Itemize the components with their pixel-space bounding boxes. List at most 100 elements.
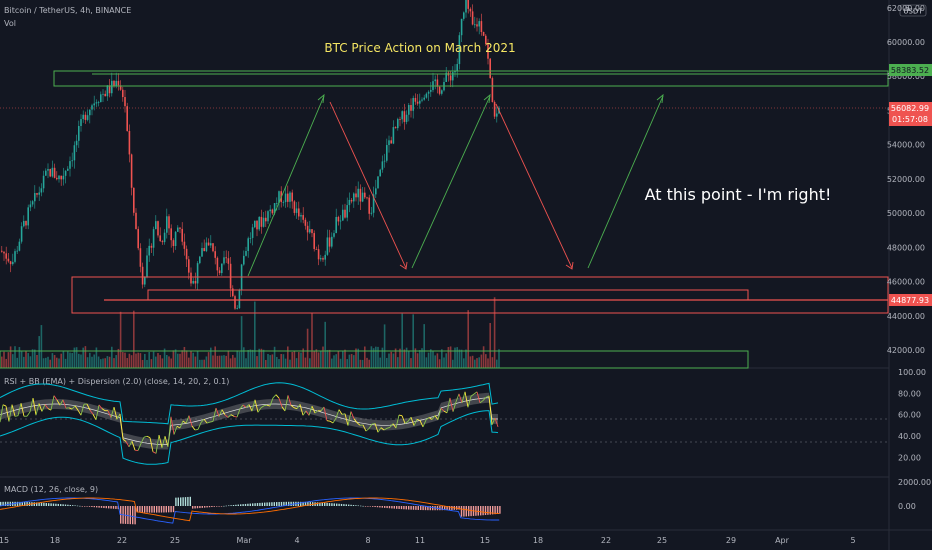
symbol-title[interactable]: Bitcoin / TetherUS, 4h, BINANCE: [4, 6, 131, 15]
candle-body: [454, 70, 456, 73]
macd-histogram-bar: [146, 506, 148, 513]
rsi-line-segment: [386, 426, 391, 429]
rsi-line-segment: [161, 436, 166, 448]
candle-body: [397, 119, 399, 129]
volume-bar: [489, 322, 491, 368]
rsi-line-segment: [179, 420, 184, 429]
rsi-line-segment: [464, 391, 469, 408]
candle-body: [89, 109, 91, 116]
volume-bar: [342, 351, 344, 368]
macd-histogram-bar: [463, 506, 465, 517]
resistance-price-tag: [889, 64, 932, 76]
macd-histogram-bar: [278, 501, 280, 506]
rsi-line-segment: [356, 422, 361, 426]
macd-histogram-bar: [266, 502, 268, 506]
currency-badge[interactable]: [899, 4, 927, 17]
volume-bar: [84, 346, 87, 368]
volume-bar: [16, 357, 18, 368]
volume-bar: [47, 356, 49, 368]
rsi-axis-tick: 80.00: [898, 389, 921, 398]
volume-bar: [133, 310, 135, 368]
volume-bar: [212, 355, 214, 368]
support-zone[interactable]: [71, 276, 889, 314]
time-axis-tick: 25: [657, 536, 667, 545]
candle-body: [456, 64, 458, 71]
candle-body: [419, 100, 421, 104]
volume-bar: [18, 347, 21, 368]
candle-body: [441, 90, 443, 94]
macd-histogram-bar: [242, 504, 244, 506]
macd-histogram-bar: [247, 503, 249, 506]
macd-histogram-bar: [91, 506, 93, 507]
candle-body: [179, 227, 181, 229]
price-axis-tick: 48000.00: [887, 243, 925, 252]
macd-histogram-bar: [348, 504, 350, 506]
rsi-line-segment: [434, 415, 439, 420]
rsi-line-segment: [416, 418, 421, 421]
candle-body: [49, 168, 51, 177]
price-axis-tick: 50000.00: [887, 209, 925, 218]
macd-histogram-bar: [45, 503, 47, 506]
volume-bar: [359, 359, 362, 368]
volume-bar: [355, 348, 357, 368]
candle-body: [212, 243, 214, 252]
rsi-indicator-title[interactable]: RSI + BB (EMA) + Dispersion (2.0) (close…: [4, 377, 229, 386]
time-axis-tick: 4: [294, 536, 299, 545]
macd-histogram-bar: [381, 506, 383, 508]
price-axis-tick: 54000.00: [887, 141, 925, 150]
volume-bar: [210, 347, 212, 368]
volume-bar: [251, 349, 254, 368]
macd-histogram-bar: [393, 506, 395, 509]
price-axis-tick: 6: [905, 4, 910, 13]
volume-bar: [390, 351, 392, 368]
macd-histogram-bar: [57, 503, 59, 506]
volume-bar: [460, 349, 463, 368]
candle-body: [16, 250, 18, 252]
candle-body: [82, 114, 84, 120]
macd-histogram-bar: [271, 502, 273, 506]
rsi-line-segment: [284, 395, 289, 412]
candle-body: [20, 226, 23, 242]
volume-bar: [445, 353, 447, 368]
rsi-line-segment: [164, 436, 169, 447]
volume-bar: [240, 316, 243, 368]
candle-body: [403, 111, 406, 122]
macd-indicator-title[interactable]: MACD (12, 26, close, 9): [4, 485, 98, 494]
volume-bar: [126, 358, 128, 368]
candle-body: [181, 228, 183, 242]
rsi-line-segment: [218, 409, 223, 417]
rsi-line-segment: [419, 420, 424, 428]
volume-bar: [183, 346, 186, 368]
rsi-line-segment: [110, 406, 115, 418]
rsi-line-segment: [71, 405, 76, 410]
volume-bar: [427, 352, 430, 368]
rsi-line-segment: [470, 393, 475, 397]
time-axis-tick: 22: [601, 536, 611, 545]
candle-body: [155, 221, 157, 230]
volume-bar: [146, 359, 148, 368]
rsi-line-segment: [101, 408, 106, 412]
rsi-line-segment: [281, 406, 286, 412]
time-axis[interactable]: 15 18 22 25 Mar 4 8 11 15 18 22 25 29 Apr 5: [0, 536, 856, 545]
volume-bar: [67, 351, 69, 368]
rsi-line-segment: [38, 403, 43, 412]
candle-body: [159, 235, 161, 242]
resistance-zone[interactable]: [53, 70, 889, 87]
rsi-line-segment: [116, 413, 121, 420]
candle-body: [392, 127, 395, 144]
volume-bar: [201, 359, 203, 368]
candle-body: [245, 250, 247, 256]
macd-histogram-bar: [307, 501, 309, 506]
macd-histogram-bar: [158, 506, 160, 513]
candle-body: [482, 31, 485, 36]
volume-bar: [115, 355, 117, 368]
candle-body: [353, 193, 355, 202]
rsi-line-segment: [89, 409, 94, 415]
volume-bar: [190, 351, 192, 368]
rsi-line-segment: [80, 404, 85, 416]
volume-bar: [234, 357, 236, 368]
candle-body: [487, 44, 489, 59]
time-axis-tick: 29: [726, 536, 736, 545]
arrow-up-2: [411, 95, 491, 269]
volume-bar: [271, 354, 274, 368]
